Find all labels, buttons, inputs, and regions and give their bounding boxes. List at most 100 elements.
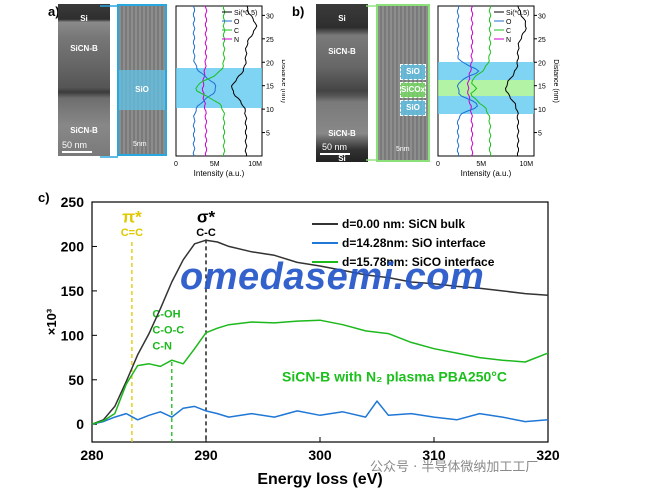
zoom-a-sio-band — [119, 70, 165, 110]
tem-b-label-si: Si — [338, 14, 346, 23]
profile-legend-entry: C — [234, 28, 239, 35]
series-line-2 — [91, 319, 549, 425]
y-tick-label: 200 — [61, 238, 85, 254]
bond-label: C-OH — [152, 309, 180, 321]
sigma-star-sublabel: C-C — [196, 227, 216, 239]
profile-xlabel: Intensity (a.u.) — [194, 169, 245, 178]
profile-sio-band-bottom — [438, 96, 534, 114]
watermark-text: 公众号 · 半导体微纳加工工厂 — [370, 460, 539, 475]
profile-b: Si(*0.5) OCN 5 10 15 20 25 30 Distance (nm) 0 5M 10… — [436, 5, 559, 178]
legend-entry: d=14.28nm: SiO interface — [342, 236, 486, 250]
profile-ytick-label: 30 — [266, 13, 274, 20]
tem-image-b: Si SiCN-B SiCN-B 50 nm Si — [316, 4, 368, 162]
pi-star-sublabel: C=C — [121, 227, 143, 239]
zoom-b-label-sicox: SiCOx — [400, 85, 425, 94]
profile-ytick-label: 25 — [266, 37, 274, 44]
profile-ytick-label: 25 — [538, 37, 546, 44]
profile-ytick-label: 15 — [538, 84, 546, 91]
series-line-0 — [91, 239, 549, 425]
panel-b-letter: b) — [292, 4, 305, 19]
profile-c-line — [470, 5, 492, 157]
brand-overlay: omedasemi.com — [180, 256, 485, 298]
tem-b-scale-bar: 50 nm — [322, 142, 348, 152]
y-tick-label: 100 — [61, 327, 85, 343]
profile-sicox-band — [438, 80, 534, 96]
zoom-b-sicox — [400, 82, 426, 98]
profile-xlabel: Intensity (a.u.) — [461, 169, 512, 178]
y-tick-label: 250 — [61, 194, 85, 210]
profile-ytick-label: 20 — [266, 60, 274, 67]
x-tick-label: 290 — [194, 447, 218, 463]
profile-xtick-label: 5M — [476, 161, 486, 168]
zoom-b-scale: 5nm — [396, 146, 410, 153]
y-tick-label: 0 — [76, 416, 84, 432]
y-tick-label: 150 — [61, 283, 85, 299]
profile-legend-entry: O — [234, 19, 240, 26]
chart-caption: SiCN-B with N₂ plasma PBA250°C — [282, 369, 507, 385]
profile-legend-entry: N — [506, 37, 511, 44]
profile-ylabel: Distance (nm) — [280, 59, 285, 103]
profile-si-line — [504, 5, 527, 157]
profile-legend-entry: O — [506, 19, 512, 26]
zoom-image-b: SiO SiCOx SiO 5nm — [376, 4, 430, 162]
profile-sio-band-top — [438, 62, 534, 80]
panel-c-letter: c) — [38, 190, 50, 205]
tem-image-a: Si SiCN-B SiCN-B 50 nm — [58, 4, 110, 156]
profile-ytick-label: 5 — [266, 131, 270, 138]
bond-label: C-O-C — [152, 325, 184, 337]
x-tick-label: 300 — [308, 447, 332, 463]
profile-legend-entry: C — [506, 28, 511, 35]
zoom-b-label-sio-top: SiO — [406, 67, 420, 76]
profile-xtick-label: 5M — [210, 161, 220, 168]
legend-entry: d=0.00 nm: SiCN bulk — [342, 217, 465, 231]
profile-legend-entry: Si(*0.5) — [506, 10, 529, 17]
tem-b-label-sicn-bottom: SiCN-B — [328, 129, 356, 138]
zoom-b-sio-top — [400, 64, 426, 80]
profile-xtick-label: 10M — [248, 161, 262, 168]
sigma-star-label: σ* — [197, 207, 216, 226]
zoom-b-sio-bottom — [400, 100, 426, 116]
legend-entry: d=15.78nm: SiCO interface — [342, 255, 495, 269]
tem-b-scale-line — [320, 153, 350, 155]
profile-ytick-label: 10 — [538, 107, 546, 114]
profile-ytick-label: 10 — [266, 107, 274, 114]
profile-legend-entry: Si(*0.5) — [234, 10, 257, 17]
profile-legend-entry: N — [234, 37, 239, 44]
x-tick-label: 310 — [422, 447, 446, 463]
profile-xtick-label: 0 — [436, 161, 440, 168]
profile-ytick-label: 20 — [538, 60, 546, 67]
panel-a-connector — [100, 5, 118, 158]
tem-a-label-sicn-top: SiCN-B — [70, 44, 98, 53]
tem-b-label-sicn-top: SiCN-B — [328, 47, 356, 56]
profile-ytick-label: 5 — [538, 131, 542, 138]
x-axis-label: Energy loss (eV) — [257, 471, 382, 488]
profile-ylabel: Distance (nm) — [552, 59, 559, 103]
profile-c-line — [195, 5, 226, 157]
tem-a-scale-line — [62, 151, 92, 153]
profile-sio-band — [176, 68, 262, 108]
tem-b-label-si-bottom: Si — [338, 154, 346, 162]
zoom-a-scale: 5nm — [133, 141, 147, 148]
y-tick-label: 50 — [68, 372, 84, 388]
profile-ytick-label: 15 — [266, 84, 274, 91]
profile-a: Si(*0.5) OCN 5 10 15 20 25 30 Distance (nm) 0 5M 10… — [174, 5, 285, 178]
profile-xtick-label: 0 — [174, 161, 178, 168]
tem-a-label-sicn-bottom: SiCN-B — [70, 126, 98, 135]
profile-n-line — [466, 5, 474, 157]
pi-star-label: π* — [122, 207, 142, 226]
profile-si-line — [230, 5, 258, 157]
zoom-b-label-sio-bottom: SiO — [406, 103, 420, 112]
eels-chart: 0 50 100 150 200 250 280 290 300 310 320 Energy los… — [44, 194, 560, 488]
tem-a-label-si: Si — [80, 14, 88, 23]
profile-ytick-label: 30 — [538, 13, 546, 20]
series-line-1 — [91, 400, 549, 425]
bond-label: C-N — [152, 341, 172, 353]
x-tick-label: 280 — [80, 447, 104, 463]
tem-a-scale-bar: 50 nm — [62, 140, 88, 150]
x-tick-label: 320 — [536, 447, 560, 463]
profile-xtick-label: 10M — [520, 161, 534, 168]
zoom-a-label: SiO — [135, 85, 149, 94]
y-axis-label: ×10³ — [44, 308, 59, 335]
panel-a-letter: a) — [48, 4, 60, 19]
